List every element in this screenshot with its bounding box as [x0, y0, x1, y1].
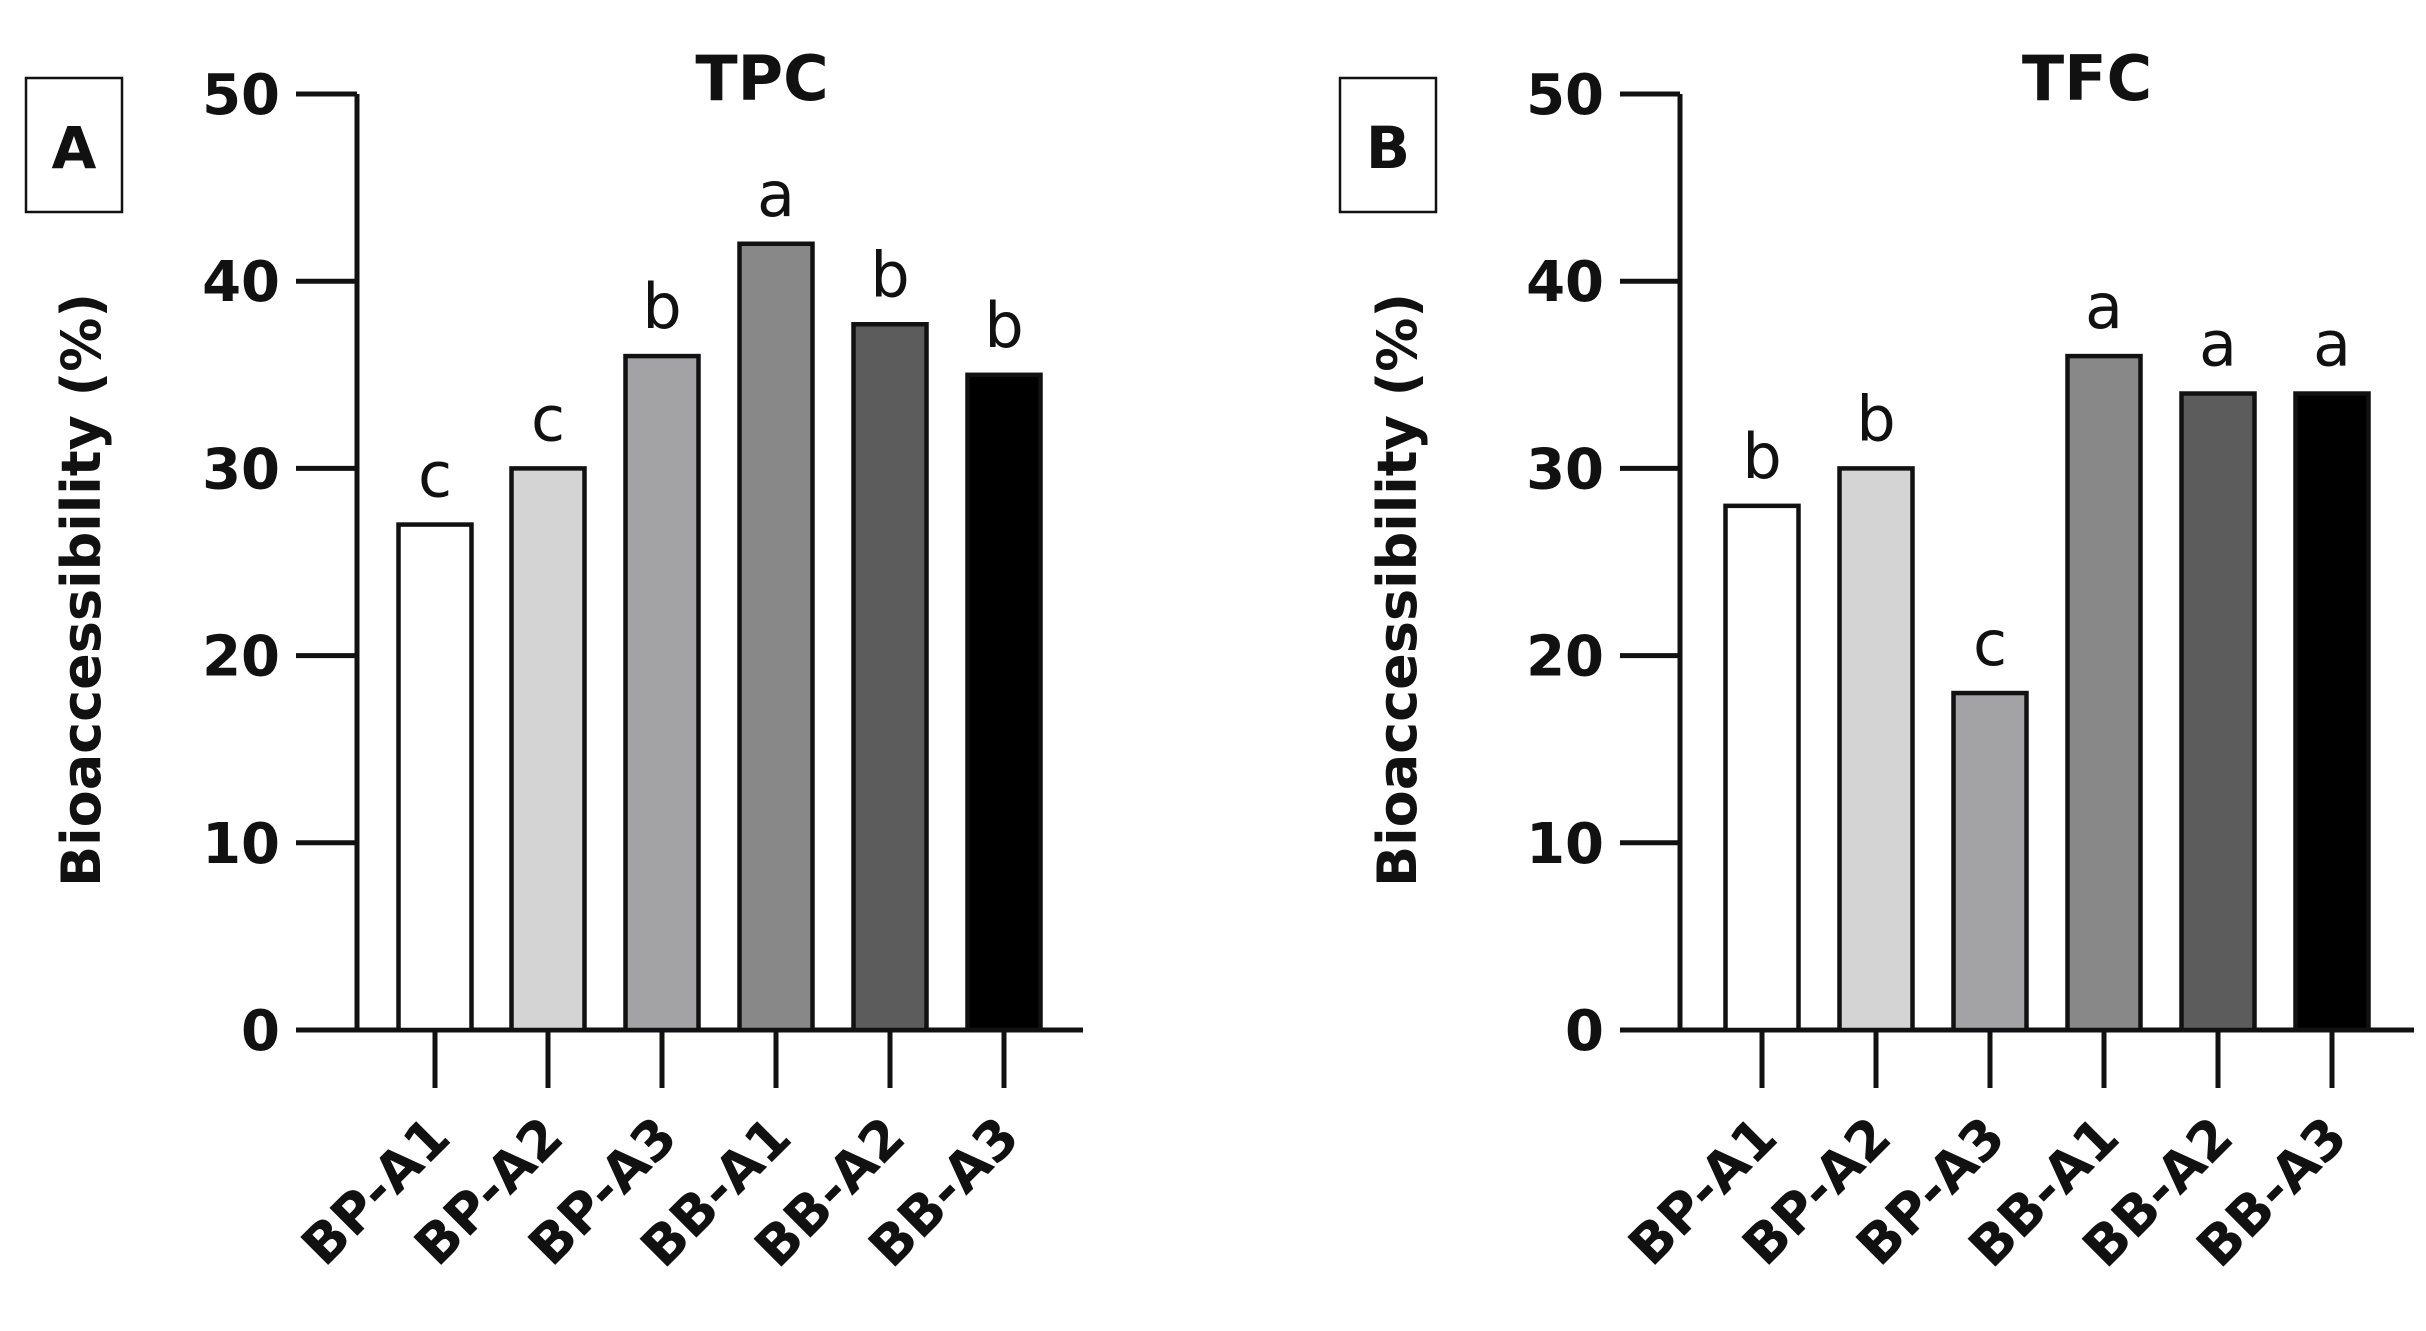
significance-letter: a [757, 158, 795, 231]
y-ticks: 0 10 20 30 40 50 [202, 63, 357, 1064]
bar-bb-a2 [851, 322, 929, 1033]
y-ticks: 0 10 20 30 40 50 [1526, 63, 1680, 1064]
y-tick-label: 0 [241, 999, 280, 1064]
bar-bp-a2 [1837, 466, 1915, 1033]
significance-letter: c [418, 439, 452, 512]
significance-letter: b [870, 238, 909, 311]
y-tick-label: 20 [202, 625, 280, 690]
significance-letter: a [2085, 270, 2123, 343]
y-tick-label: 0 [1565, 999, 1604, 1064]
significance-letter: a [2313, 308, 2351, 381]
y-axis-label: Bioaccessibility (%) [1366, 293, 1429, 887]
panel-tag: A [52, 114, 97, 182]
y-tick-label: 20 [1526, 625, 1604, 690]
y-tick-label: 30 [202, 437, 280, 502]
panel-tag: B [1366, 114, 1410, 182]
bar-bp-a1 [1723, 503, 1801, 1033]
bar-bb-a1 [2065, 353, 2143, 1033]
y-tick-label: 40 [202, 250, 280, 315]
bar-bp-a3 [1951, 690, 2029, 1033]
significance-letter: b [1742, 420, 1781, 493]
significance-letter: b [984, 289, 1023, 362]
y-axis-label: Bioaccessibility (%) [50, 293, 113, 887]
bar-bp-a2 [509, 466, 587, 1033]
chart-title: TFC [2022, 42, 2152, 115]
significance-letter: b [642, 270, 681, 343]
panel-b: B TFC Bioaccessibility (%) 0 10 20 30 40 50 b… [1338, 42, 2414, 1279]
bar-bp-a3 [623, 353, 701, 1033]
bar-bb-a3 [2293, 391, 2371, 1033]
panel-tag-box [1338, 76, 1438, 214]
bar-bb-a2 [2179, 391, 2257, 1033]
bar-bb-a1 [737, 241, 815, 1033]
y-tick-label: 50 [1526, 63, 1604, 128]
y-tick-label: 10 [202, 812, 280, 877]
y-tick-label: 10 [1526, 812, 1604, 877]
y-tick-label: 50 [202, 63, 280, 128]
panel-a: A TPC Bioaccessibility (%) 0 10 20 30 40 50 c… [24, 42, 1083, 1279]
panel-tag-box [24, 76, 124, 214]
significance-letter: b [1856, 382, 1895, 455]
significance-letter: a [2199, 308, 2237, 381]
y-tick-label: 40 [1526, 250, 1604, 315]
significance-letter: c [531, 382, 565, 455]
bar-bp-a1 [396, 522, 474, 1033]
y-tick-label: 30 [1526, 437, 1604, 502]
bar-bb-a3 [965, 372, 1043, 1033]
chart-title: TPC [695, 42, 828, 115]
significance-letter: c [1973, 607, 2007, 680]
